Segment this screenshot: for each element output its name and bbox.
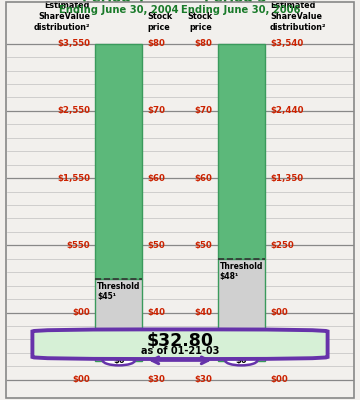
Ellipse shape — [225, 355, 257, 365]
Bar — [218, 259, 265, 361]
Text: Estimated
ShareValue
distribution²: Estimated ShareValue distribution² — [33, 1, 90, 32]
Text: Period 4 –: Period 4 – — [82, 0, 156, 5]
Text: $0: $0 — [235, 356, 247, 365]
Text: $40: $40 — [148, 308, 166, 317]
Text: $32.80: $32.80 — [147, 332, 213, 350]
Text: $1,550: $1,550 — [57, 174, 90, 183]
Text: $2,550: $2,550 — [57, 106, 90, 116]
Text: $30: $30 — [194, 375, 212, 384]
Bar — [218, 44, 265, 259]
Text: $60: $60 — [194, 174, 212, 183]
Text: $00: $00 — [270, 308, 288, 317]
Text: $50: $50 — [148, 241, 165, 250]
Text: Threshold
$48¹: Threshold $48¹ — [220, 262, 263, 281]
Text: Threshold
$45¹: Threshold $45¹ — [97, 282, 140, 301]
Text: Period 5 –: Period 5 – — [204, 0, 278, 5]
Text: Ending June 30, 2004: Ending June 30, 2004 — [59, 5, 179, 15]
Text: $60: $60 — [148, 174, 166, 183]
FancyBboxPatch shape — [32, 330, 328, 359]
Text: $550: $550 — [66, 241, 90, 250]
Bar — [95, 279, 142, 361]
Text: $3,550: $3,550 — [57, 39, 90, 48]
Text: $3,540: $3,540 — [270, 39, 303, 48]
Text: $80: $80 — [194, 39, 212, 48]
Bar — [95, 44, 142, 279]
Text: $50: $50 — [195, 241, 212, 250]
Text: $00: $00 — [72, 308, 90, 317]
Text: $00: $00 — [270, 375, 288, 384]
Ellipse shape — [103, 355, 135, 365]
Text: $1,350: $1,350 — [270, 174, 303, 183]
Text: Ending June 30, 2006: Ending June 30, 2006 — [181, 5, 301, 15]
Text: $30: $30 — [148, 375, 166, 384]
Text: as of 01-21-03: as of 01-21-03 — [141, 346, 219, 356]
Text: $70: $70 — [148, 106, 166, 116]
Text: $80: $80 — [148, 39, 166, 48]
Text: $40: $40 — [194, 308, 212, 317]
Text: $0: $0 — [113, 356, 125, 365]
Text: $70: $70 — [194, 106, 212, 116]
Text: Stock
price: Stock price — [187, 12, 212, 32]
Text: Estimated
ShareValue
distribution²: Estimated ShareValue distribution² — [270, 1, 327, 32]
Text: $2,440: $2,440 — [270, 106, 303, 116]
Text: Stock
price: Stock price — [148, 12, 173, 32]
Text: $250: $250 — [270, 241, 294, 250]
Text: $00: $00 — [72, 375, 90, 384]
